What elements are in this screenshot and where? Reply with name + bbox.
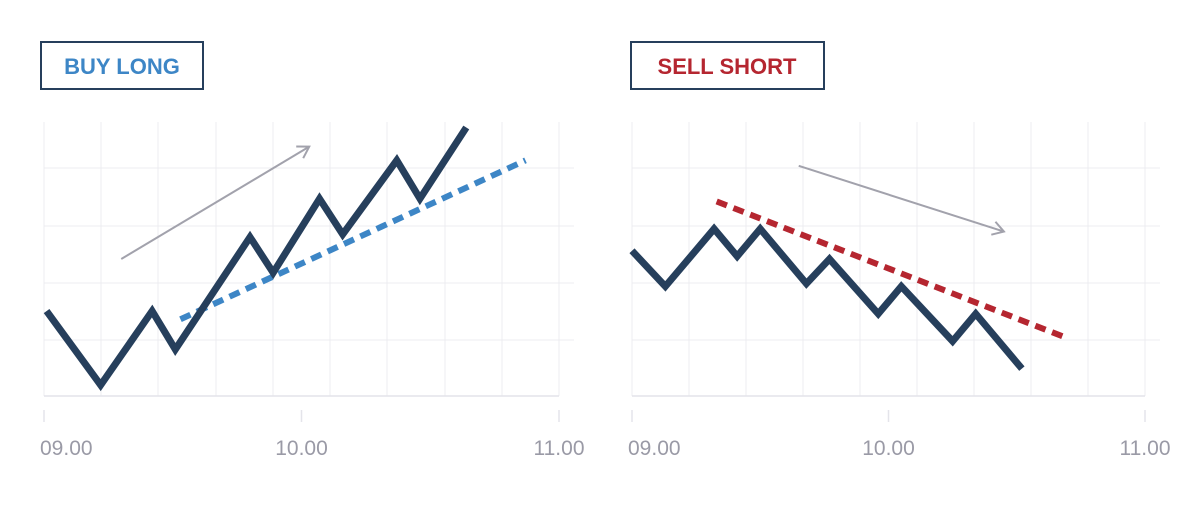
sell-short-trendline xyxy=(715,198,1070,342)
sell-short-tick-label: 09.00 xyxy=(628,437,681,460)
sell-short-arrow-head xyxy=(991,221,1006,236)
buy-long-price-series xyxy=(43,125,470,392)
sell-short-grid xyxy=(631,122,1160,396)
buy-long-arrow-head xyxy=(296,145,311,159)
sell-short-price-series xyxy=(629,223,1025,371)
buy-long-arrow-shaft xyxy=(120,145,310,260)
buy-long-trendline xyxy=(179,157,527,323)
sell-short-panel: SELL SHORT 09.00 10.00 11.00 xyxy=(628,41,1171,460)
sell-short-title-box xyxy=(630,41,825,90)
sell-short-tick-label: 10.00 xyxy=(862,437,915,460)
sell-short-price-line xyxy=(629,223,1025,371)
sell-short-direction-arrow xyxy=(798,164,1006,236)
sell-short-title: SELL SHORT xyxy=(658,54,798,79)
buy-long-tick-label: 10.00 xyxy=(275,437,328,460)
buy-long-tick-label: 11.00 xyxy=(534,437,585,460)
sell-short-trendline-dashed xyxy=(715,198,1070,342)
buy-long-tick-labels: 09.00 10.00 11.00 xyxy=(40,410,585,460)
sell-short-tick-label: 11.00 xyxy=(1120,437,1171,460)
buy-long-tick-label: 09.00 xyxy=(40,437,93,460)
sell-short-arrow-shaft xyxy=(798,164,1005,233)
buy-long-title-box xyxy=(40,41,204,90)
buy-long-panel: BUY LONG 09.00 10.00 11.00 xyxy=(40,41,585,460)
buy-long-trendline-dashed xyxy=(179,157,527,323)
buy-long-price-line xyxy=(43,125,470,392)
sell-short-tick-labels: 09.00 10.00 11.00 xyxy=(628,410,1171,460)
buy-long-direction-arrow xyxy=(120,145,311,260)
buy-long-title: BUY LONG xyxy=(64,54,180,79)
